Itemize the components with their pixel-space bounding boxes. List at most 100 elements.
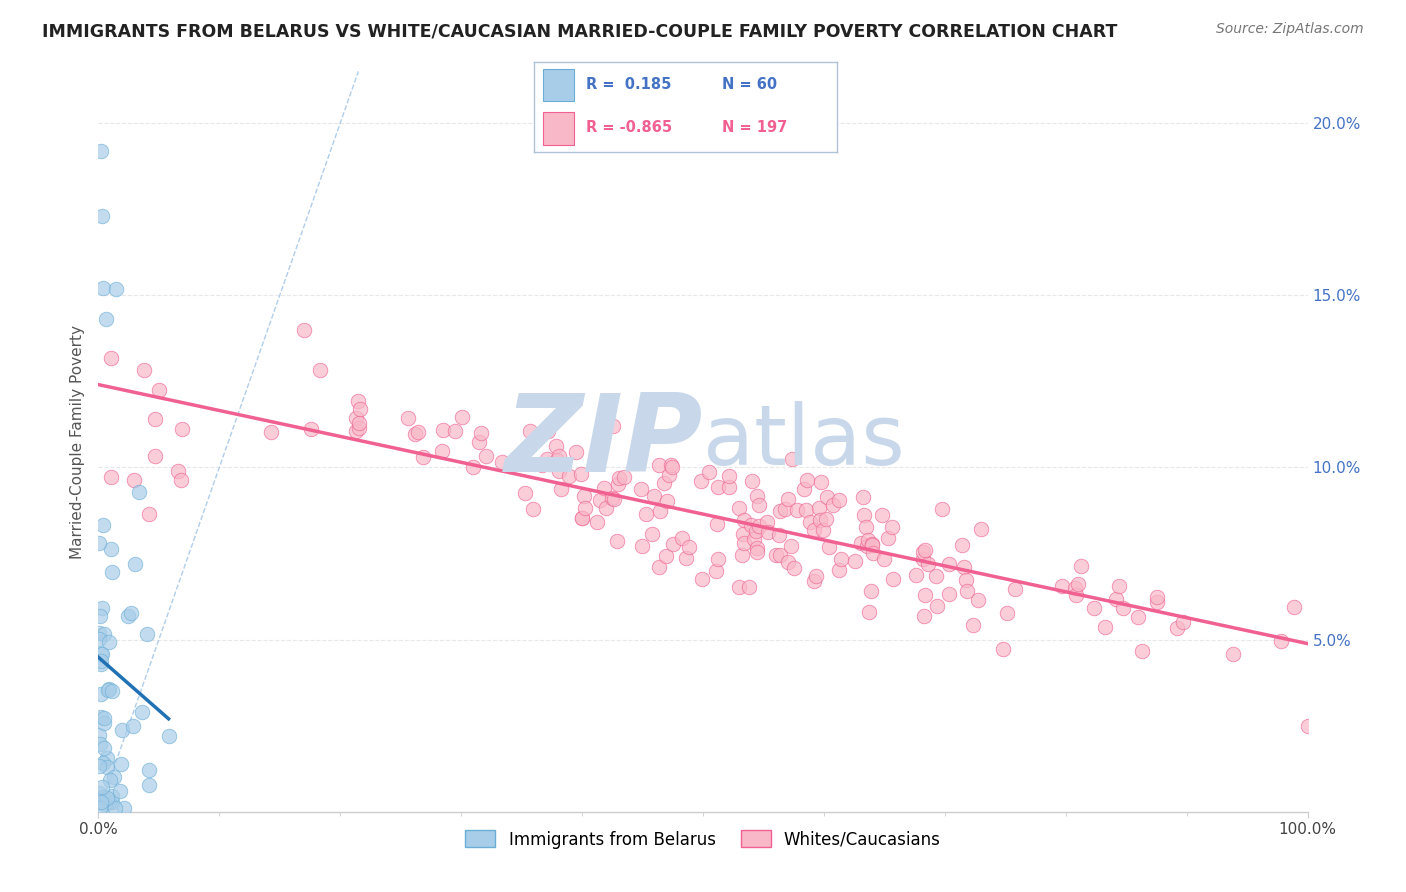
Point: [858, 605, 880, 619]
Point: [166, 464, 188, 478]
Point: [404, 426, 426, 441]
Point: [536, 451, 558, 466]
Point: [748, 519, 770, 533]
Point: [793, 482, 815, 496]
Point: [828, 493, 851, 508]
Point: [124, 558, 146, 572]
Point: [97, 682, 120, 697]
Point: [1108, 579, 1130, 593]
Point: [100, 683, 122, 698]
Point: [537, 424, 560, 438]
Point: [953, 559, 976, 574]
Point: [143, 411, 166, 425]
Point: [451, 409, 474, 424]
Point: [96, 760, 118, 774]
Point: [349, 401, 371, 416]
Point: [970, 522, 993, 536]
Bar: [543, 112, 574, 145]
Point: [134, 363, 156, 377]
Text: Source: ZipAtlas.com: Source: ZipAtlas.com: [1216, 22, 1364, 37]
Point: [630, 483, 652, 497]
Point: [89, 632, 111, 647]
Point: [93, 715, 115, 730]
Point: [606, 476, 628, 491]
Point: [606, 533, 628, 548]
Point: [794, 503, 817, 517]
Point: [1004, 582, 1026, 596]
Point: [678, 540, 700, 554]
Point: [474, 449, 496, 463]
Point: [648, 560, 671, 574]
Point: [745, 541, 768, 555]
Point: [112, 801, 135, 815]
Point: [170, 473, 193, 487]
Point: [741, 474, 763, 488]
Point: [519, 424, 541, 438]
Point: [574, 500, 596, 515]
Point: [1173, 615, 1195, 629]
Point: [117, 609, 139, 624]
Point: [93, 756, 115, 771]
Point: [558, 469, 581, 483]
Point: [87, 728, 110, 742]
Point: [849, 536, 872, 550]
Point: [89, 801, 111, 815]
Point: [93, 789, 115, 804]
Point: [537, 457, 560, 471]
Point: [94, 797, 117, 811]
Point: [823, 498, 845, 512]
Point: [1112, 600, 1135, 615]
Point: [572, 490, 595, 504]
Point: [1105, 591, 1128, 606]
Point: [138, 764, 160, 778]
Point: [430, 444, 453, 458]
Point: [491, 455, 513, 469]
Point: [90, 144, 112, 158]
Point: [1126, 610, 1149, 624]
Point: [90, 657, 112, 671]
Point: [468, 435, 491, 450]
Point: [828, 563, 851, 577]
Point: [856, 533, 879, 548]
Point: [93, 741, 115, 756]
Point: [882, 519, 904, 533]
Point: [90, 601, 112, 615]
Point: [697, 465, 720, 479]
Point: [931, 501, 953, 516]
Point: [292, 323, 315, 337]
Point: [803, 574, 825, 588]
Point: [136, 627, 159, 641]
Point: [648, 503, 671, 517]
Point: [780, 539, 803, 553]
Point: [938, 587, 960, 601]
Point: [89, 608, 111, 623]
Point: [90, 648, 112, 662]
Point: [349, 417, 371, 431]
Point: [655, 549, 678, 564]
Point: [748, 498, 770, 512]
Point: [586, 515, 609, 529]
Point: [87, 759, 110, 773]
Point: [914, 588, 936, 602]
Point: [904, 568, 927, 582]
Point: [882, 572, 904, 586]
Point: [783, 560, 806, 574]
Text: N = 197: N = 197: [721, 120, 787, 135]
Point: [914, 543, 936, 558]
Point: [110, 757, 132, 772]
Point: [105, 282, 128, 296]
Point: [93, 627, 115, 641]
Point: [309, 363, 332, 377]
Point: [87, 626, 110, 640]
Point: [91, 517, 114, 532]
Point: [299, 422, 322, 436]
Point: [1083, 601, 1105, 615]
Point: [550, 483, 572, 497]
Point: [662, 537, 685, 551]
Text: N = 60: N = 60: [721, 78, 778, 92]
Point: [962, 618, 984, 632]
Point: [122, 719, 145, 733]
Point: [100, 541, 122, 556]
Point: [769, 548, 792, 562]
Point: [87, 536, 110, 550]
